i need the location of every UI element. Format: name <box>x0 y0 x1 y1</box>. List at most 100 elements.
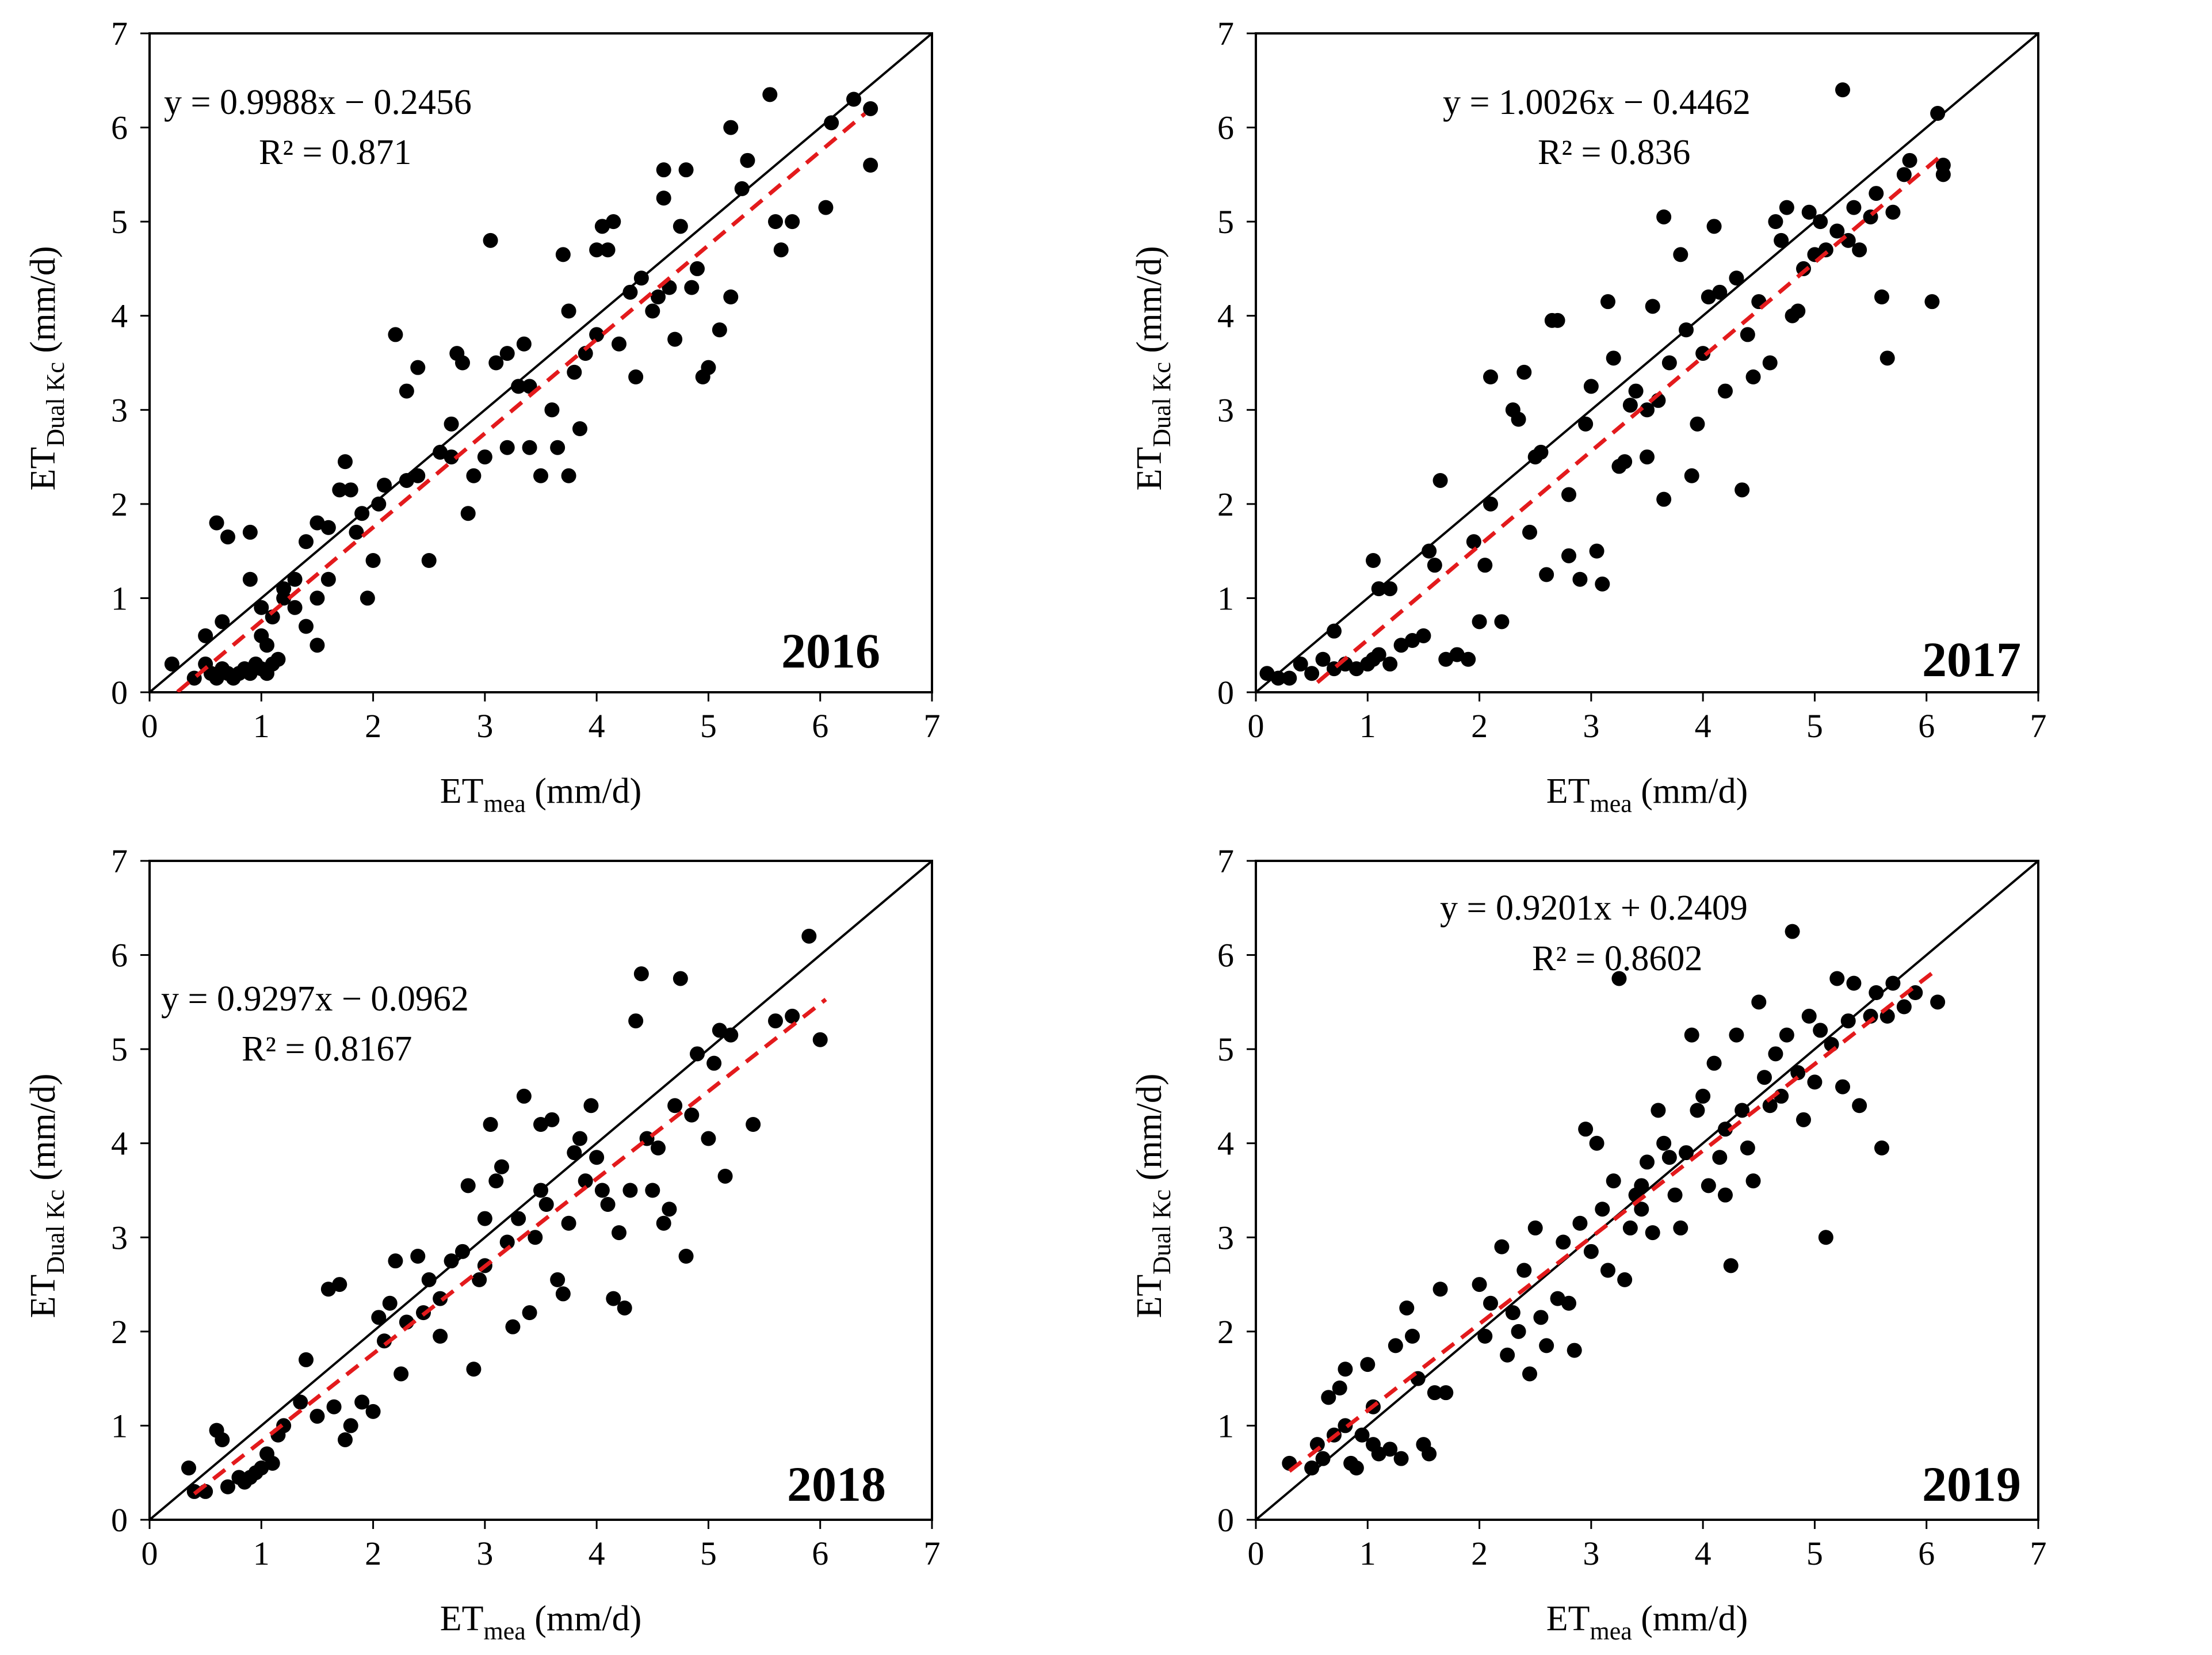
data-point <box>633 966 649 982</box>
data-point <box>1684 1027 1699 1043</box>
scatter-chart: 0 1 2 3 4 5 6 7 0 1 2 3 4 5 6 7 y = 0.9297x − 0.0962 R² =… <box>24 842 941 1645</box>
data-point <box>505 1319 521 1334</box>
data-point <box>1790 303 1806 319</box>
data-point <box>1745 1173 1761 1189</box>
data-point <box>1640 449 1655 465</box>
y-tick-label: 3 <box>1217 391 1234 429</box>
data-point <box>209 515 224 531</box>
one-to-one-line <box>150 33 932 692</box>
data-point <box>1338 1418 1353 1433</box>
regression-line <box>193 997 827 1496</box>
y-tick-label: 3 <box>111 391 128 429</box>
data-point <box>1422 1446 1437 1462</box>
data-point <box>801 928 817 944</box>
data-point <box>466 468 482 483</box>
data-point <box>1494 1239 1510 1254</box>
data-point <box>1270 670 1286 686</box>
data-point <box>1382 581 1398 597</box>
data-point <box>785 1008 800 1024</box>
data-point <box>1924 294 1940 310</box>
data-point <box>265 609 280 625</box>
data-point <box>824 115 839 131</box>
x-tick-label: 6 <box>1918 707 1935 745</box>
y-tick-label: 6 <box>1217 109 1234 147</box>
data-point <box>690 1046 705 1062</box>
data-point <box>1511 1324 1526 1339</box>
y-tick-label: 4 <box>1217 298 1234 335</box>
data-point <box>1852 242 1867 258</box>
data-point <box>600 1197 616 1212</box>
data-point <box>561 303 576 319</box>
data-point <box>1930 106 1946 121</box>
data-point <box>1634 1202 1649 1217</box>
data-point <box>1348 1460 1364 1476</box>
data-point <box>382 1295 398 1311</box>
data-point <box>1371 1446 1386 1462</box>
data-point <box>1561 1295 1576 1311</box>
y-tick-label: 7 <box>111 15 128 52</box>
y-tick-label: 7 <box>111 842 128 880</box>
data-point <box>1740 1140 1755 1156</box>
data-point <box>1550 312 1565 328</box>
data-point <box>242 524 258 540</box>
x-tick-label: 4 <box>1695 1535 1711 1572</box>
y-tick-label: 4 <box>111 1125 128 1162</box>
data-point <box>332 1277 347 1292</box>
regression-equation: y = 1.0026x − 0.4462 <box>1443 83 1751 122</box>
data-point <box>572 421 587 436</box>
data-point <box>645 303 660 319</box>
data-point <box>1729 1027 1744 1043</box>
data-point <box>1388 1338 1403 1353</box>
data-point <box>1829 971 1845 986</box>
data-point <box>651 289 666 304</box>
y-tick-label: 0 <box>1217 1501 1234 1539</box>
data-point <box>1321 1390 1336 1405</box>
data-point <box>528 1230 543 1245</box>
data-point <box>723 289 739 304</box>
data-point <box>343 1418 358 1433</box>
data-point <box>1801 1008 1817 1024</box>
data-point <box>354 1394 370 1410</box>
data-point <box>768 1013 783 1029</box>
data-point <box>1768 1046 1783 1062</box>
plot-frame <box>148 32 933 693</box>
data-point <box>1606 1173 1621 1189</box>
data-point <box>460 506 476 521</box>
data-point <box>622 1183 638 1198</box>
y-tick-label: 0 <box>1217 674 1234 711</box>
data-point <box>1472 614 1487 630</box>
data-point <box>1701 289 1716 304</box>
data-point <box>242 571 258 587</box>
data-point <box>550 1272 566 1287</box>
data-point <box>299 534 314 550</box>
y-axis-title: ETDual Kc (mm/d) <box>1130 1073 1176 1318</box>
y-tick-label: 2 <box>111 1313 128 1351</box>
y-tick-label: 0 <box>111 674 128 711</box>
data-point <box>198 628 213 643</box>
x-tick-label: 0 <box>1248 707 1264 745</box>
data-point <box>701 1131 716 1146</box>
panel-2017: 0 1 2 3 4 5 6 7 0 1 2 3 4 5 6 7 y = 1.0026x − 0.4462 R² =… <box>1106 0 2212 828</box>
data-point <box>1645 299 1660 314</box>
data-point <box>1533 444 1549 460</box>
data-point <box>645 1183 660 1198</box>
data-point <box>1896 167 1912 182</box>
data-point <box>293 1394 308 1410</box>
data-point <box>421 553 437 568</box>
data-point <box>1902 152 1917 168</box>
data-point <box>1712 1150 1728 1165</box>
data-point <box>589 1150 605 1165</box>
data-point <box>606 1291 621 1306</box>
data-point <box>734 181 750 196</box>
data-point <box>544 1112 560 1127</box>
regression-line <box>1288 967 1939 1473</box>
data-point <box>589 242 605 258</box>
data-point <box>310 515 325 531</box>
data-point <box>1550 1291 1565 1306</box>
data-point <box>1935 158 1951 173</box>
x-tick-label: 1 <box>1359 1535 1376 1572</box>
plot-frame <box>148 860 933 1521</box>
data-point <box>740 152 755 168</box>
data-point <box>1640 1154 1655 1170</box>
data-point <box>354 506 370 521</box>
